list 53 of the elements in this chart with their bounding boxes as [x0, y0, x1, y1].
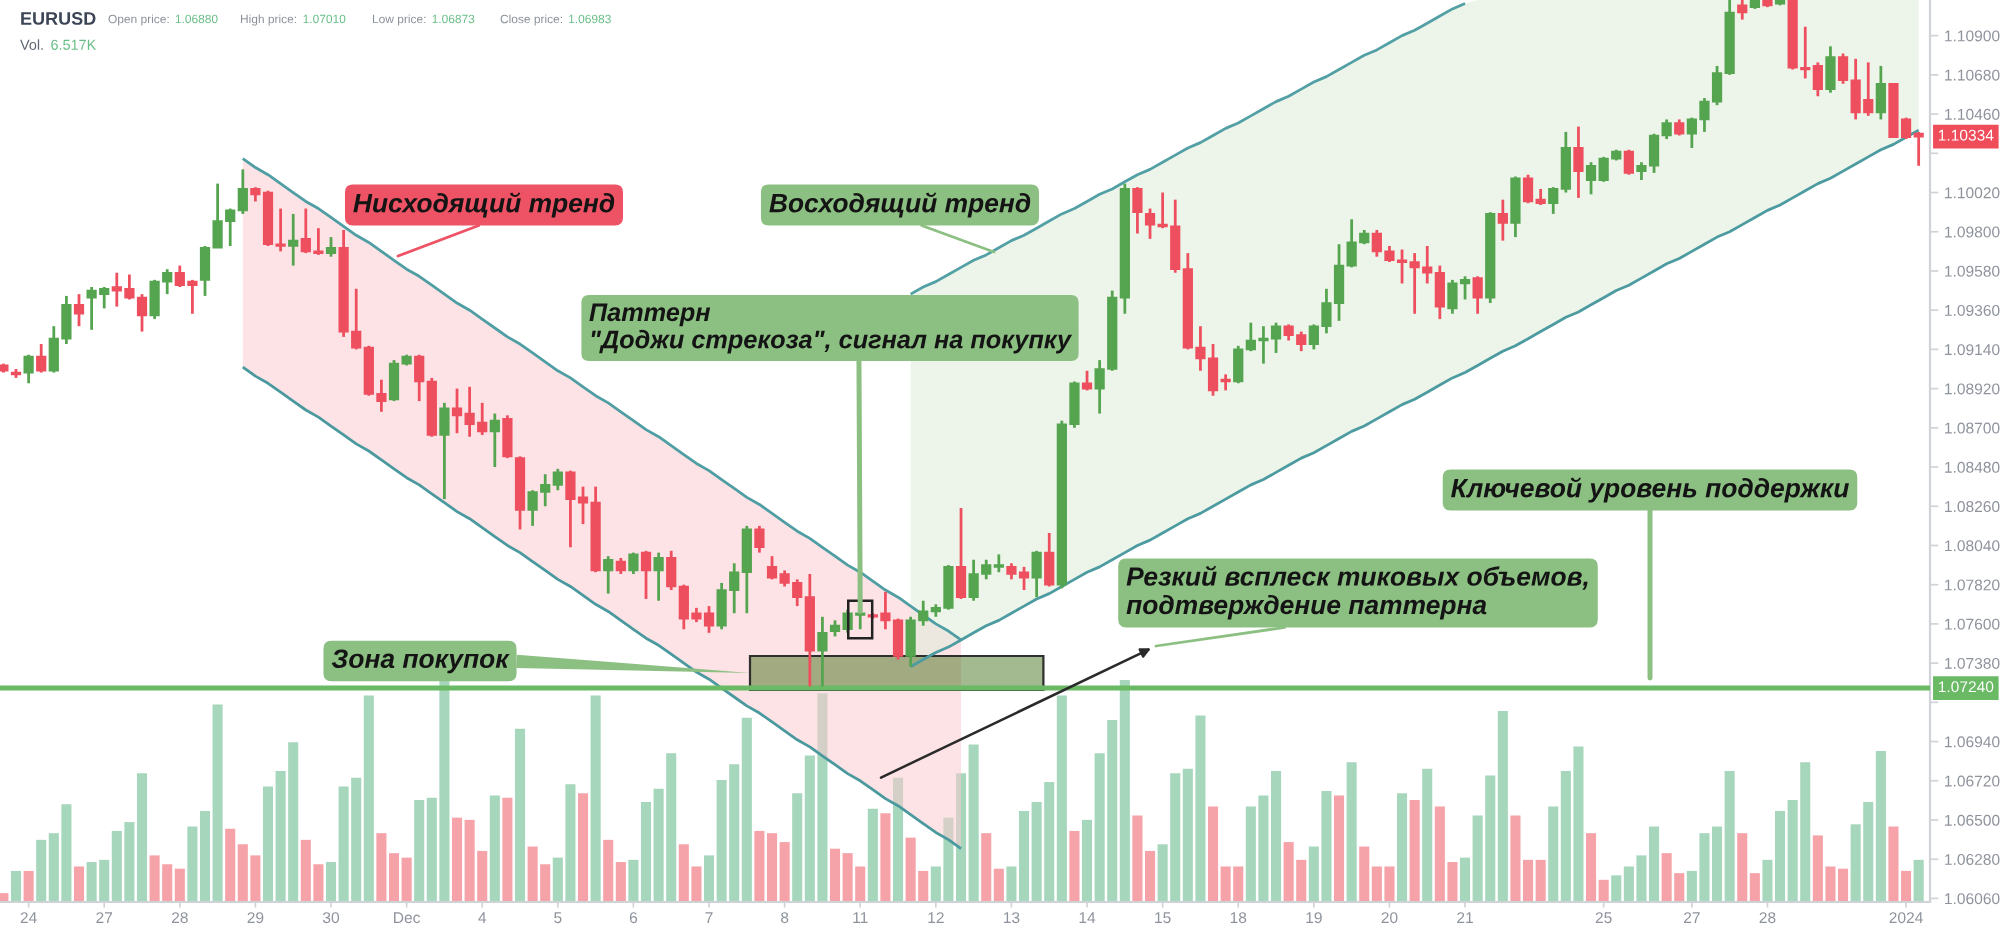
candlestick	[653, 551, 664, 603]
line-series	[241, 365, 963, 850]
bar	[892, 777, 904, 902]
candlestick	[955, 506, 967, 601]
bar	[10, 870, 22, 902]
candlestick	[603, 554, 614, 595]
candlestick	[1573, 125, 1584, 200]
candlestick	[817, 615, 828, 688]
bar	[73, 866, 85, 902]
band-label: Зона покупок	[331, 649, 510, 674]
candlestick	[754, 524, 765, 554]
candlestick	[628, 551, 639, 576]
candlestick	[439, 401, 450, 501]
candlestick	[1472, 274, 1483, 316]
bar	[880, 813, 891, 902]
annotation: Резкий всплеск тиковых объемов, подтверждение паттерна	[1126, 565, 1588, 620]
annotation: Нисходящий тренд	[353, 192, 615, 218]
bar	[502, 797, 513, 902]
bar	[1334, 795, 1345, 902]
bar	[1069, 830, 1080, 902]
candlestick	[502, 413, 513, 460]
candlestick	[288, 212, 299, 267]
bar	[1397, 793, 1408, 902]
candlestick	[1623, 148, 1634, 177]
annotation: Восходящий тренд	[769, 192, 1031, 218]
text: EURUSD	[21, 12, 96, 25]
bar	[1409, 799, 1420, 902]
candlestick	[489, 412, 500, 469]
bar	[1346, 762, 1357, 902]
candlestick	[1737, 0, 1748, 21]
bar	[577, 793, 589, 902]
bar	[1913, 859, 1924, 902]
annotation: Ключевой уровень поддержки	[1451, 477, 1849, 503]
candlestick	[1825, 44, 1836, 95]
bar	[23, 870, 34, 902]
candlestick	[23, 353, 34, 385]
candlestick	[1510, 175, 1521, 239]
candlestick	[1875, 64, 1886, 121]
candlestick	[1132, 185, 1143, 235]
bar	[590, 695, 601, 902]
candlestick	[36, 342, 47, 374]
bar	[1422, 768, 1433, 902]
candlestick	[640, 549, 652, 601]
bar	[514, 728, 526, 902]
candlestick	[1497, 198, 1508, 243]
bar	[489, 795, 500, 902]
candlestick	[325, 235, 337, 259]
candlestick	[73, 292, 85, 328]
candlestick	[1081, 369, 1093, 392]
bar	[867, 808, 878, 902]
candlestick	[1044, 531, 1055, 588]
candlestick	[1031, 549, 1042, 599]
annotation: Паттерн "Доджи стрекоза", сигнал на покупку	[589, 303, 1073, 354]
